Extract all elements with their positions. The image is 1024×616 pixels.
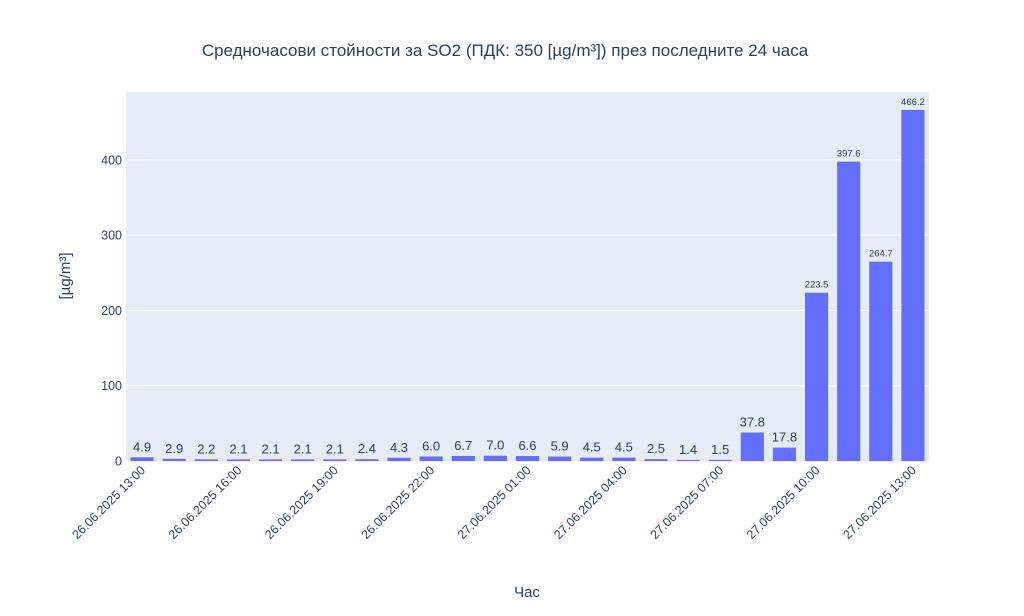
x-tick-27-06-2025-13-00: 27.06.2025 13:00 (840, 463, 919, 542)
bar-label-27-06-2025-08-00: 37.8 (740, 415, 765, 430)
x-tick-labels: 26.06.2025 13:00 26.06.2025 16:00 26.06.20… (69, 463, 919, 542)
x-tick-26-06-2025-16-00: 26.06.2025 16:00 (166, 463, 245, 542)
bar-label-26-06-2025-15-00: 2.2 (197, 441, 215, 456)
bar-label-26-06-2025-14-00: 2.9 (165, 441, 183, 456)
y-axis-title: [µg/m³] (57, 253, 74, 300)
bar-label-27-06-2025-01-00: 6.6 (518, 438, 536, 453)
bar-26-06-2025-18-00 (291, 459, 315, 461)
bar-26-06-2025-20-00 (355, 459, 379, 461)
bar-27-06-2025-04-00 (612, 457, 636, 461)
bar-26-06-2025-17-00 (258, 459, 283, 461)
bar-27-06-2025-05-00 (644, 459, 668, 461)
bar-label-26-06-2025-21-00: 4.3 (390, 440, 408, 455)
bar-label-26-06-2025-20-00: 2.4 (358, 441, 376, 456)
bar-27-06-2025-12-00 (869, 261, 893, 461)
bar-26-06-2025-14-00 (162, 458, 186, 461)
bar-27-06-2025-11-00 (837, 161, 861, 461)
bar-26-06-2025-16-00 (226, 459, 250, 461)
bar-27-06-2025-00-00 (483, 455, 507, 461)
y-tick-0: 0 (115, 455, 122, 469)
bar-label-26-06-2025-17-00: 2.1 (262, 441, 280, 456)
bar-label-27-06-2025-12-00: 264.7 (869, 249, 893, 260)
bar-27-06-2025-13-00 (901, 109, 925, 462)
grid-lines (126, 159, 929, 387)
bar-label-27-06-2025-13-00: 466.2 (901, 97, 925, 108)
bar-labels: 4.9 2.9 2.2 2.1 2.1 2.1 2.1 2.4 4.3 6.0 6.7 7.0 6.6 5… (133, 97, 925, 457)
bar-27-06-2025-09-00 (772, 447, 797, 461)
bar-26-06-2025-15-00 (194, 459, 218, 461)
plot-background (126, 92, 929, 461)
bar-26-06-2025-22-00 (419, 456, 443, 461)
x-tick-27-06-2025-01-00: 27.06.2025 01:00 (455, 463, 534, 542)
bar-label-26-06-2025-19-00: 2.1 (326, 441, 344, 456)
bar-label-27-06-2025-07-00: 1.5 (711, 442, 729, 457)
x-axis-title: Час (514, 584, 540, 601)
x-tick-26-06-2025-19-00: 26.06.2025 19:00 (262, 463, 341, 542)
chart-title: Средночасови стойности за SO2 (ПДК: 350 … (202, 41, 809, 60)
y-tick-400: 400 (101, 153, 122, 167)
bar-label-27-06-2025-10-00: 223.5 (805, 280, 829, 291)
y-tick-200: 200 (101, 304, 122, 318)
bar-label-27-06-2025-02-00: 5.9 (551, 439, 569, 454)
bar-label-26-06-2025-13-00: 4.9 (133, 439, 151, 454)
bar-label-27-06-2025-11-00: 397.6 (837, 149, 861, 160)
bar-26-06-2025-23-00 (451, 455, 475, 461)
bar-label-27-06-2025-06-00: 1.4 (679, 442, 697, 457)
bar-26-06-2025-19-00 (323, 459, 347, 461)
x-tick-27-06-2025-04-00: 27.06.2025 04:00 (551, 463, 630, 542)
bar-label-27-06-2025-04-00: 4.5 (615, 440, 633, 455)
bar-label-27-06-2025-09-00: 17.8 (772, 430, 797, 445)
x-tick-27-06-2025-10-00: 27.06.2025 10:00 (744, 463, 823, 542)
y-tick-100: 100 (101, 379, 122, 393)
x-tick-27-06-2025-07-00: 27.06.2025 07:00 (648, 463, 727, 542)
x-tick-26-06-2025-22-00: 26.06.2025 22:00 (359, 463, 438, 542)
x-tick-26-06-2025-13-00: 26.06.2025 13:00 (69, 463, 148, 542)
bar-27-06-2025-01-00 (515, 456, 540, 461)
bar-27-06-2025-03-00 (580, 457, 604, 461)
bar-27-06-2025-07-00 (708, 459, 732, 461)
bar-label-26-06-2025-18-00: 2.1 (294, 441, 312, 456)
bar-label-26-06-2025-16-00: 2.1 (229, 441, 247, 456)
bar-label-27-06-2025-00-00: 7.0 (486, 438, 504, 453)
bar-27-06-2025-06-00 (676, 459, 700, 461)
bars (130, 109, 925, 462)
bar-label-26-06-2025-23-00: 6.7 (454, 438, 472, 453)
bar-label-27-06-2025-03-00: 4.5 (583, 440, 601, 455)
bar-27-06-2025-10-00 (805, 292, 829, 461)
y-tick-labels: 0 100 200 300 400 (101, 153, 122, 468)
bar-label-26-06-2025-22-00: 6.0 (422, 438, 440, 453)
bar-label-27-06-2025-05-00: 2.5 (647, 441, 665, 456)
bar-26-06-2025-21-00 (387, 457, 411, 461)
y-tick-300: 300 (101, 229, 122, 243)
bar-27-06-2025-08-00 (740, 432, 764, 461)
bar-26-06-2025-13-00 (130, 457, 154, 461)
bar-27-06-2025-02-00 (548, 456, 572, 461)
